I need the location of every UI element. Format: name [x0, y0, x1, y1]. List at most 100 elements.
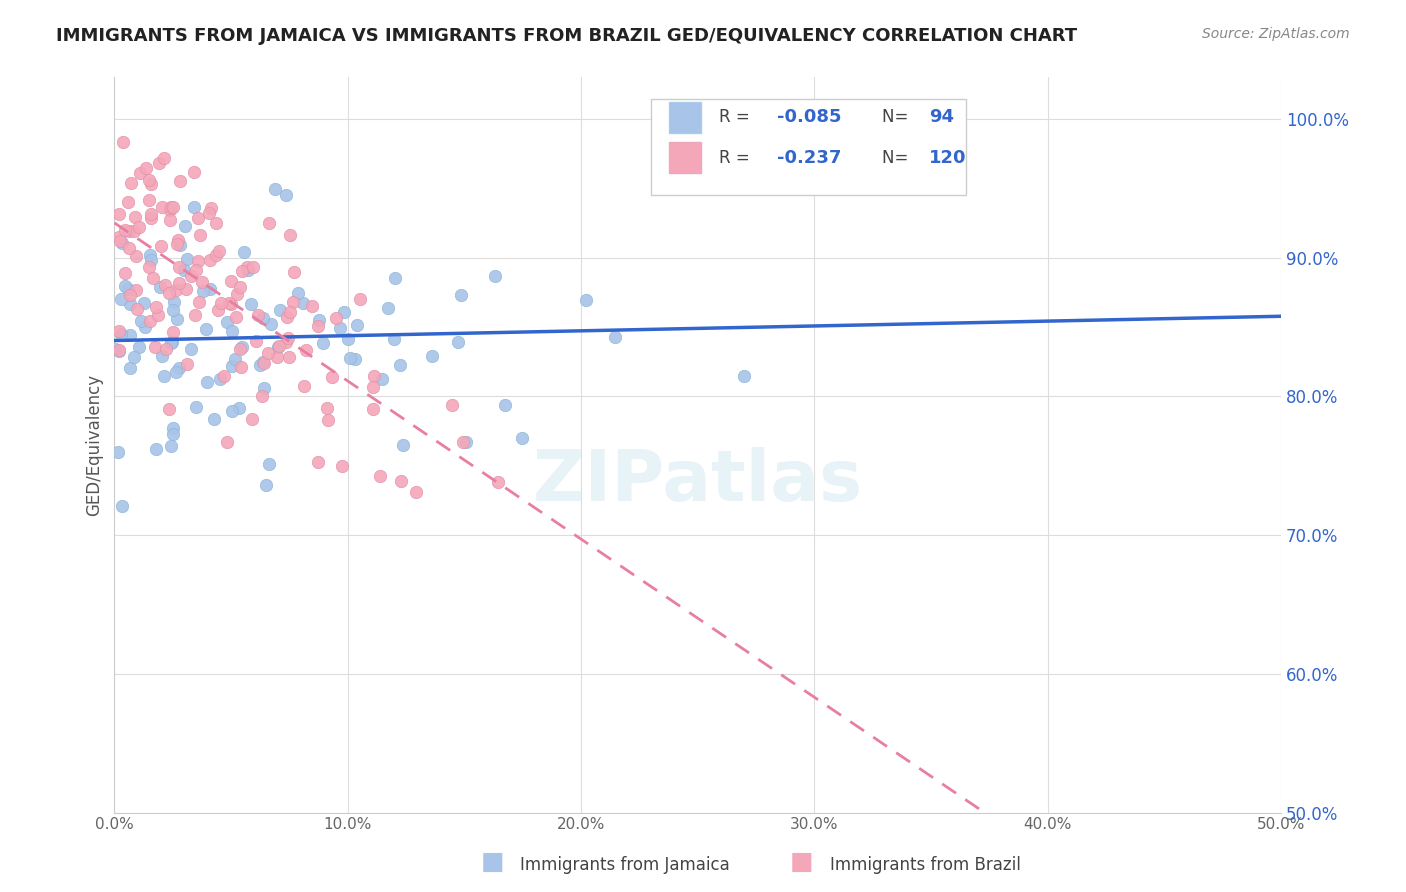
Point	[159, 213, 181, 227]
Point	[162, 326, 184, 340]
Point	[150, 349, 173, 363]
Point	[208, 372, 231, 386]
Point	[110, 499, 132, 513]
Point	[252, 355, 274, 369]
Point	[132, 296, 155, 310]
Point	[124, 249, 146, 263]
Point	[174, 282, 197, 296]
Point	[202, 411, 225, 425]
Point	[346, 318, 368, 332]
Text: -0.237: -0.237	[778, 149, 841, 167]
Point	[307, 454, 329, 468]
Point	[124, 210, 146, 224]
Point	[198, 205, 221, 219]
Point	[274, 334, 297, 349]
Point	[138, 260, 160, 274]
Point	[180, 268, 202, 283]
Text: N=: N=	[882, 149, 914, 167]
Point	[114, 266, 136, 280]
Point	[111, 136, 134, 150]
Point	[152, 151, 174, 165]
Point	[257, 216, 280, 230]
Point	[280, 304, 302, 318]
Point	[191, 275, 214, 289]
Point	[821, 168, 844, 182]
Point	[217, 435, 239, 450]
Point	[128, 166, 150, 180]
Point	[363, 368, 385, 383]
Y-axis label: GED/Equivalency: GED/Equivalency	[86, 374, 103, 516]
Point	[187, 294, 209, 309]
Point	[267, 339, 290, 353]
Point	[205, 248, 228, 262]
Point	[336, 332, 359, 346]
Point	[450, 288, 472, 302]
Point	[605, 330, 627, 344]
Point	[160, 336, 183, 351]
Point	[281, 294, 304, 309]
Point	[382, 332, 405, 346]
Text: ZIPatlas: ZIPatlas	[533, 447, 863, 516]
Point	[361, 380, 384, 394]
Point	[107, 344, 129, 359]
Point	[188, 228, 211, 243]
Point	[361, 402, 384, 417]
Point	[150, 239, 173, 253]
Point	[138, 173, 160, 187]
Text: ■: ■	[790, 850, 813, 874]
Point	[167, 233, 190, 247]
FancyBboxPatch shape	[668, 102, 702, 133]
Point	[139, 177, 162, 191]
Point	[278, 228, 301, 243]
Point	[110, 327, 132, 342]
Point	[221, 324, 243, 338]
Point	[391, 438, 413, 452]
Point	[198, 282, 221, 296]
Point	[205, 216, 228, 230]
Point	[484, 268, 506, 283]
Point	[277, 351, 299, 365]
Point	[253, 355, 276, 369]
Point	[173, 263, 195, 277]
Point	[127, 302, 149, 317]
Point	[389, 358, 412, 372]
Point	[447, 334, 470, 349]
Point	[141, 211, 163, 226]
Point	[184, 309, 207, 323]
Point	[221, 404, 243, 418]
Point	[139, 253, 162, 268]
Point	[148, 156, 170, 170]
Point	[195, 375, 218, 389]
Point	[128, 340, 150, 354]
Point	[252, 389, 274, 403]
Point	[111, 235, 134, 250]
Point	[107, 445, 129, 459]
Point	[149, 280, 172, 294]
Point	[195, 322, 218, 336]
Point	[283, 265, 305, 279]
Point	[217, 315, 239, 329]
Point	[231, 340, 253, 354]
Point	[259, 457, 281, 471]
Point	[253, 380, 276, 394]
Text: R =: R =	[718, 108, 755, 126]
Point	[165, 283, 187, 297]
Point	[191, 284, 214, 298]
Point	[236, 263, 259, 277]
Point	[180, 342, 202, 356]
Point	[184, 401, 207, 415]
Point	[207, 303, 229, 318]
Point	[139, 248, 162, 262]
Point	[166, 312, 188, 326]
Point	[120, 327, 142, 342]
Point	[118, 287, 141, 301]
Point	[145, 442, 167, 457]
Point	[163, 294, 186, 309]
Text: ■: ■	[481, 850, 503, 874]
Point	[249, 358, 271, 372]
Point	[187, 254, 209, 268]
Point	[118, 361, 141, 376]
Point	[117, 194, 139, 209]
Point	[110, 292, 132, 306]
Point	[349, 292, 371, 306]
